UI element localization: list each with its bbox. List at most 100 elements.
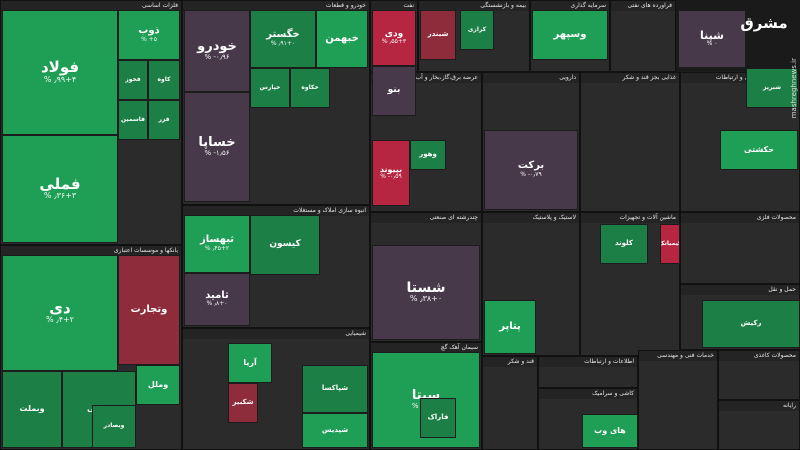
stock-symbol: های وب <box>594 425 626 435</box>
stock-tile[interactable]: کلوند <box>600 224 648 264</box>
sector-title: رایانه <box>719 401 799 411</box>
stock-tile[interactable]: شبندر <box>420 10 456 60</box>
sector-title: بیمه و بازنشستگی <box>419 1 529 11</box>
stock-tile[interactable]: رکیش <box>702 300 800 348</box>
stock-symbol: وهور <box>419 150 437 159</box>
stock-symbol: خپارس <box>259 83 281 91</box>
sector-title: سرمایه گذاری <box>531 1 609 11</box>
stock-tile[interactable]: کیمیاتک <box>660 224 680 264</box>
sector-title: خدمات فنی و مهندسی <box>639 351 717 361</box>
stock-symbol: وبصادر <box>103 422 125 430</box>
mashregh-url: mashreghnews.ir <box>790 58 798 119</box>
stock-tile[interactable]: وتجارت <box>118 255 180 365</box>
stock-symbol: خساپا <box>198 135 236 151</box>
stock-change: ۰ % <box>706 40 718 48</box>
stock-symbol: شکبیر <box>232 398 254 407</box>
stock-tile[interactable]: خپارس <box>250 68 290 108</box>
stock-symbol: شپاکسا <box>321 384 349 393</box>
stock-symbol: کلوند <box>615 239 633 248</box>
sector-title: ماشین آلات و تجهیزات <box>581 213 679 223</box>
stock-symbol: آریا <box>243 357 257 367</box>
stock-tile[interactable]: وملل <box>136 365 180 405</box>
stock-symbol: شبریز <box>762 83 782 91</box>
sector-title: انبوه سازی املاک و مستغلات <box>183 206 369 216</box>
stock-tile[interactable]: شپاکسا <box>302 365 368 413</box>
stock-tile[interactable]: شبریز <box>746 68 798 108</box>
stock-tile[interactable]: کرازی <box>460 10 494 50</box>
stock-symbol: فزر <box>158 115 170 123</box>
stock-symbol: بپیوند <box>379 164 403 174</box>
sector-title: لاستیک و پلاستیک <box>483 213 579 223</box>
stock-change: ۰٫۹۶- % <box>204 52 230 61</box>
stock-tile[interactable]: کیسون <box>250 215 320 275</box>
stock-tile[interactable]: حکشتی <box>720 130 798 170</box>
stock-tile[interactable]: وسپهر <box>532 10 608 60</box>
stock-tile[interactable]: خساپا ۱٫۵۶- % <box>184 92 250 202</box>
mashregh-watermark: مشرق mashreghnews.ir <box>732 14 798 118</box>
stock-tile[interactable]: خگستر ۰+٫۹۱ % <box>250 10 316 68</box>
stock-symbol: پتاپر <box>499 320 521 332</box>
sector-title: فلزات اساسی <box>1 1 181 11</box>
stock-tile[interactable]: شستا ۰+٫۳۸ % <box>372 245 480 340</box>
stock-change: ۲+٫۴۵ % <box>204 244 230 252</box>
sector-title: شیمیایی <box>183 329 369 339</box>
stock-symbol: فخوز <box>125 75 141 83</box>
stock-tile[interactable]: ذوب ۵+ % <box>118 10 180 60</box>
stock-tile[interactable]: برکت ۰٫۷۹- % <box>484 130 578 210</box>
stock-symbol: خبهمن <box>325 32 359 44</box>
sector-title: سیمان آهک گچ <box>371 343 481 353</box>
stock-change: ۵+ % <box>141 35 157 43</box>
stock-symbol: وتجارت <box>130 303 168 315</box>
stock-tile[interactable]: فخوز <box>118 60 148 100</box>
stock-tile[interactable]: بنو <box>372 66 416 116</box>
stock-symbol: دی <box>49 298 71 317</box>
stock-tile[interactable]: فولاد ۴+٫۹۹ % <box>2 10 118 135</box>
stock-symbol: خگستر <box>266 29 300 41</box>
sector-title: عرضه برق،گاز،بخار و آب گرم <box>371 73 481 83</box>
stock-change: ۲+٫۴ % <box>45 315 75 325</box>
stock-change: ۳+٫۳۶ % <box>43 191 77 201</box>
stock-tile[interactable]: کاوه <box>148 60 180 100</box>
stock-tile[interactable]: خودرو ۰٫۹۶- % <box>184 10 250 92</box>
stock-tile[interactable]: ثامید ۰+٫۸ % <box>184 273 250 326</box>
stock-tile[interactable]: آریا <box>228 343 272 383</box>
stock-tile[interactable]: دی ۲+٫۴ % <box>2 255 118 371</box>
stock-tile[interactable]: خکاوه <box>290 68 330 108</box>
stock-tile[interactable]: بپیوند ۰٫۵۹- % <box>372 140 410 206</box>
stock-tile[interactable]: های وب <box>582 414 638 448</box>
stock-tile[interactable]: شکبیر <box>228 383 258 423</box>
stock-tile[interactable]: فملی ۳+٫۳۶ % <box>2 135 118 243</box>
stock-tile[interactable]: فاسمین <box>118 100 148 140</box>
stock-symbol: بنو <box>387 85 401 96</box>
stock-symbol: ذوب <box>138 25 160 37</box>
stock-tile[interactable]: شپنا ۰ % <box>678 10 746 68</box>
stock-change: ۳+٫۵۵ % <box>381 38 407 46</box>
stock-tile[interactable]: وهور <box>410 140 446 170</box>
stock-symbol: فاراک <box>427 413 449 422</box>
stock-symbol: شپدیس <box>321 425 349 434</box>
stock-tile[interactable]: وبصادر <box>92 405 136 448</box>
stock-change: ۰+٫۹۱ % <box>270 39 296 47</box>
stock-symbol: برکت <box>517 160 545 172</box>
stock-tile[interactable]: پتاپر <box>484 300 536 354</box>
sector-s11: غذایی بجز قند و شکر <box>580 72 680 212</box>
stock-change: ۴+٫۹۹ % <box>43 74 77 84</box>
stock-tile[interactable]: خبهمن <box>316 10 368 68</box>
stock-tile[interactable]: وبملت <box>2 371 62 448</box>
stock-symbol: کیمیاتک <box>661 239 679 247</box>
sector-title: حمل و نقل <box>681 285 799 295</box>
stock-symbol: شبندر <box>427 30 449 39</box>
stock-tile[interactable]: ودی ۳+٫۵۵ % <box>372 10 416 66</box>
stock-tile[interactable]: فاراک <box>420 398 456 438</box>
stock-symbol: فاسمین <box>121 115 145 123</box>
sector-title: محصولات فلزی <box>681 213 799 223</box>
sector-title: چندرشته ای صنعتی <box>371 213 481 223</box>
sector-title: غذایی بجز قند و شکر <box>581 73 679 83</box>
stock-tile[interactable]: شپدیس <box>302 413 368 448</box>
stock-tile[interactable]: ثبهساز ۲+٫۴۵ % <box>184 215 250 273</box>
stock-symbol: فولاد <box>40 58 80 77</box>
stock-tile[interactable]: فزر <box>148 100 180 140</box>
stock-symbol: فملی <box>39 174 81 193</box>
stock-symbol: شستا <box>406 279 446 296</box>
